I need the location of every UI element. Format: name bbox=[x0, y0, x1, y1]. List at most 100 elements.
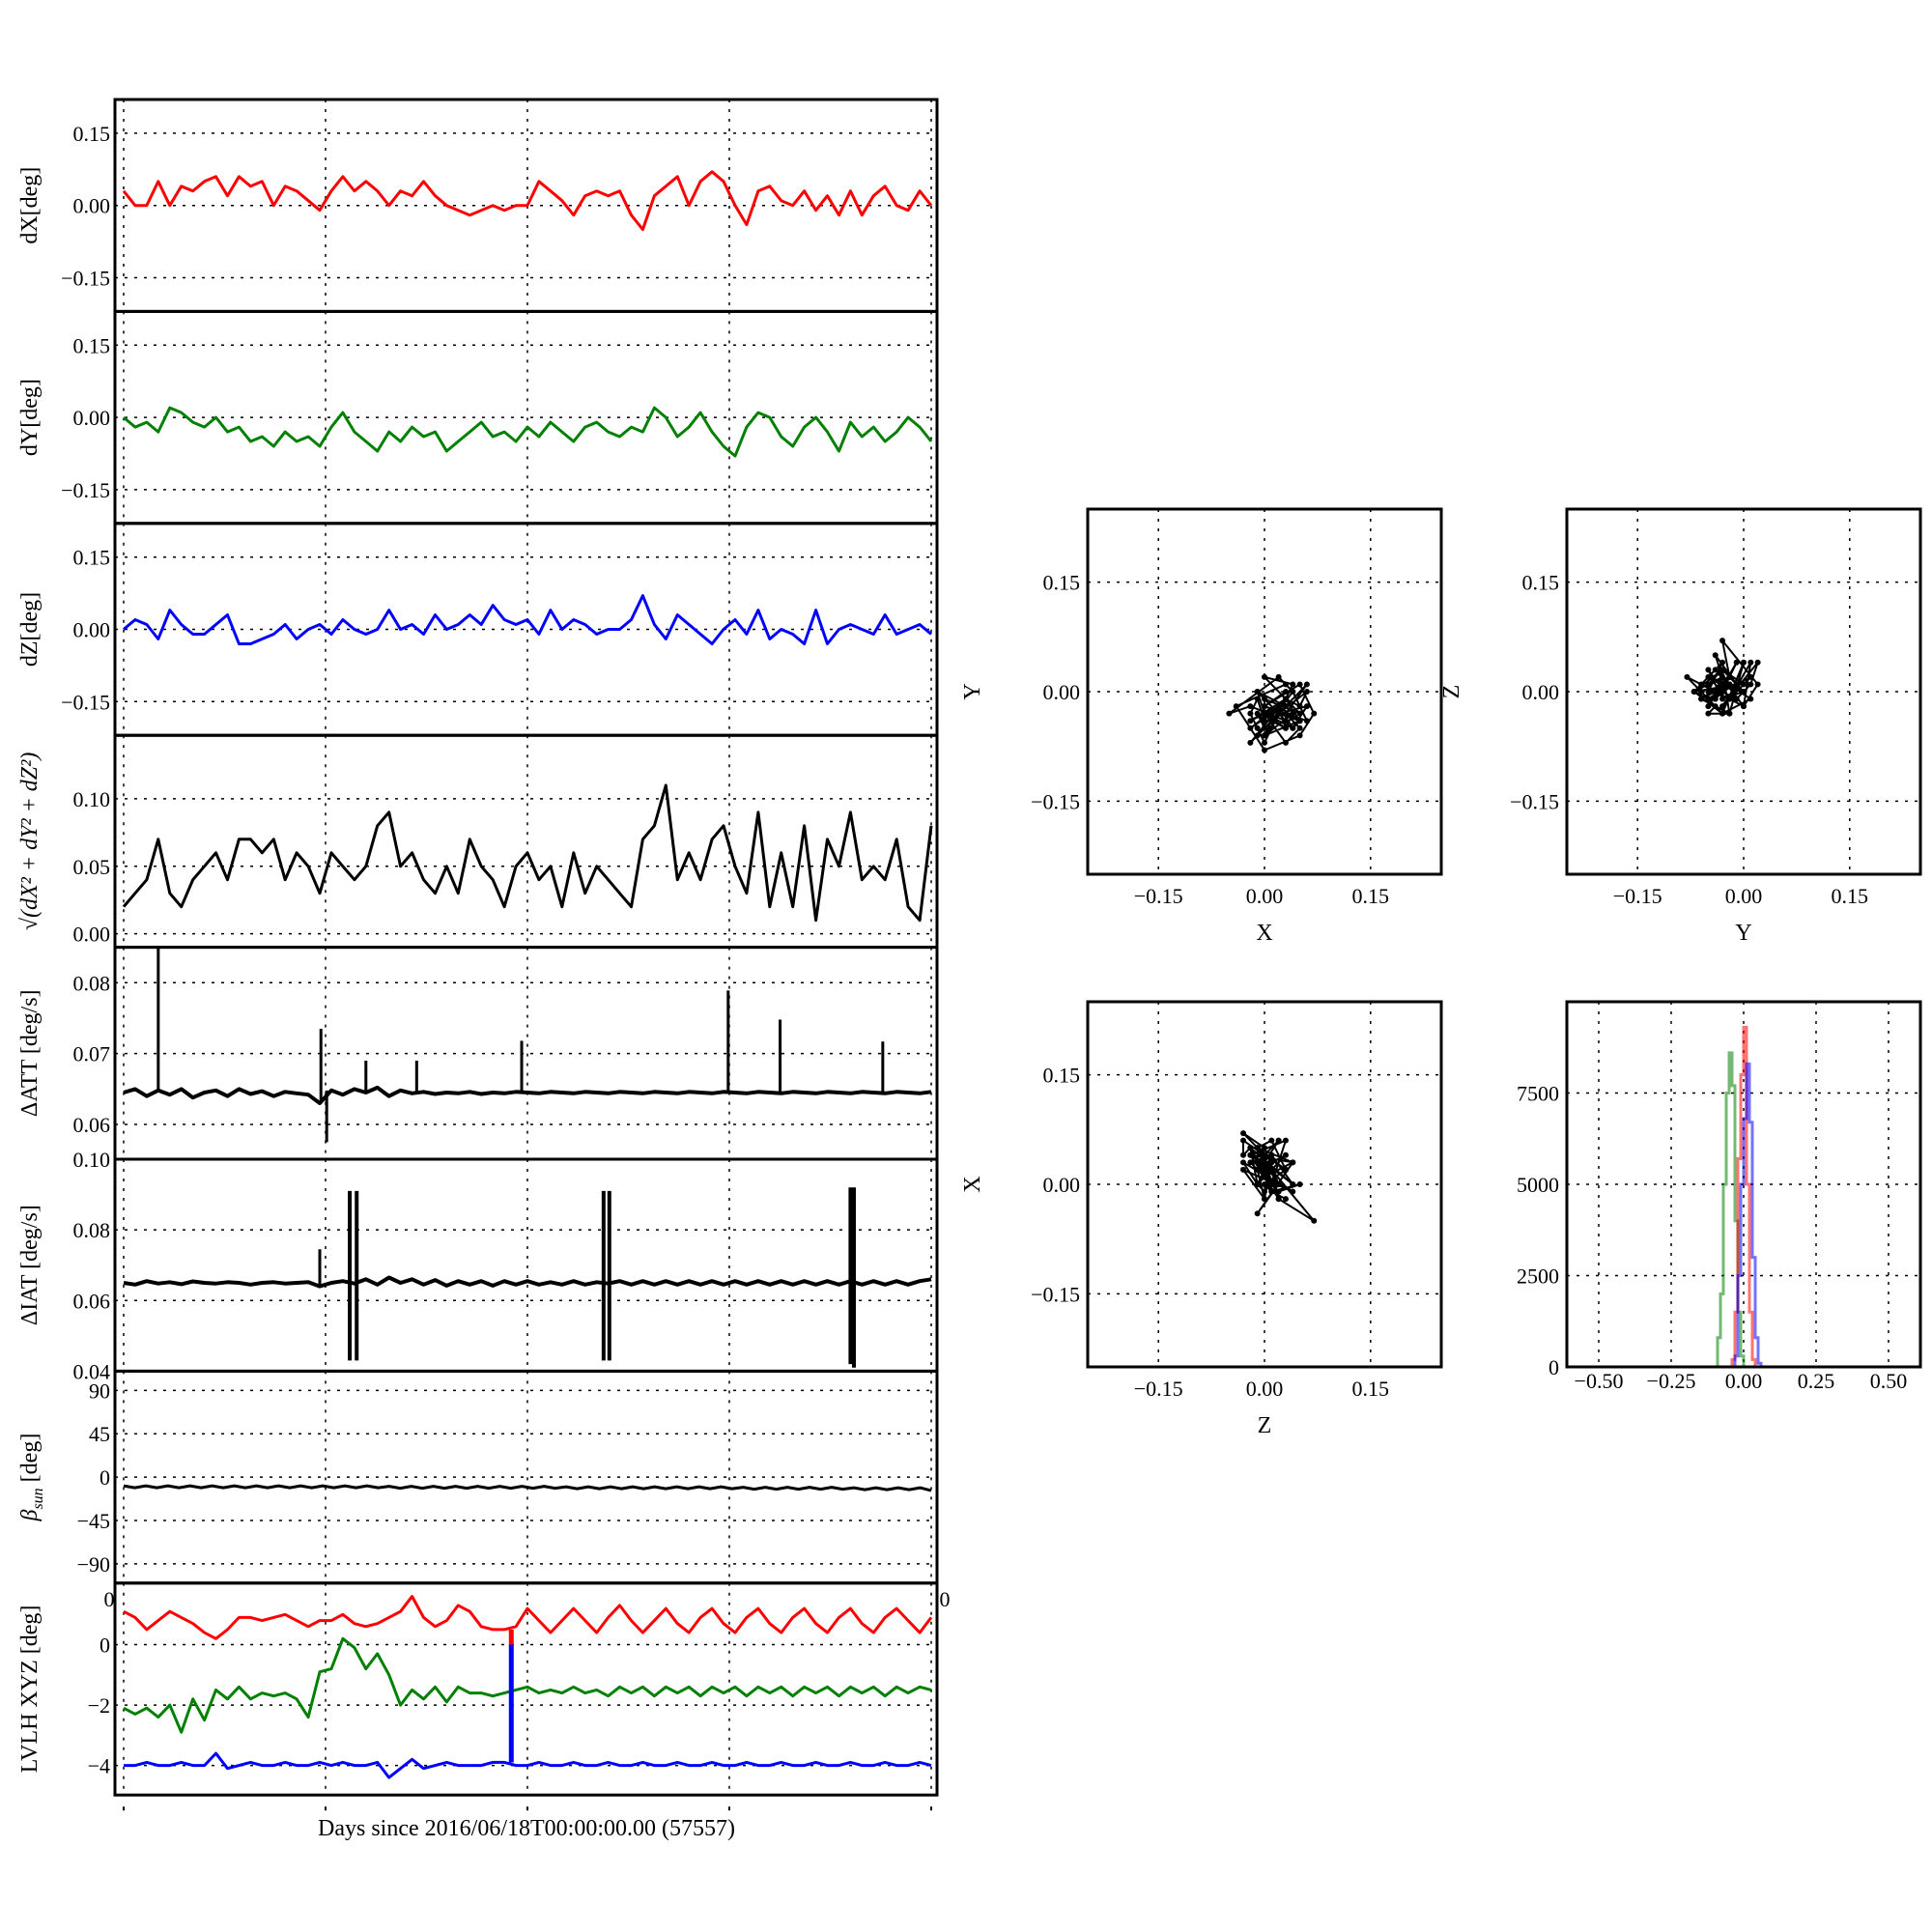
y-tick-label: −0.15 bbox=[61, 478, 110, 502]
panel-frame bbox=[113, 946, 939, 1161]
scatter-point bbox=[1247, 1151, 1254, 1158]
y-tick-label: 0.10 bbox=[73, 1148, 111, 1172]
y-tick-label: −0.15 bbox=[1031, 1282, 1080, 1306]
y-axis-label-text: √(dX² + dY² + dZ²) bbox=[17, 753, 43, 931]
scatter-point bbox=[1262, 1188, 1267, 1195]
scatter-point bbox=[1247, 739, 1254, 746]
y-axis-label: X bbox=[960, 1176, 985, 1192]
panel-frame bbox=[113, 522, 939, 737]
scatter-point bbox=[1282, 1196, 1289, 1203]
x-tick-label: −0.15 bbox=[1134, 884, 1183, 908]
scatter-point bbox=[1741, 659, 1747, 666]
y-axis-label-text: dX[deg] bbox=[17, 167, 43, 244]
scatter-point bbox=[1754, 681, 1761, 688]
scatter-point bbox=[1268, 1188, 1275, 1195]
scatter-point bbox=[1296, 724, 1303, 731]
y-axis-label: ΔATT [deg/s] bbox=[17, 989, 43, 1117]
scatter-point bbox=[1275, 1196, 1282, 1203]
scatter-point bbox=[1262, 718, 1267, 724]
x-tick-label: 0 bbox=[104, 1587, 115, 1611]
scatter-point bbox=[1290, 1188, 1296, 1195]
scatter-point bbox=[1705, 689, 1712, 695]
panel-scatter-xy: −0.15 −0.15 0.00 0.00 0.15 0.15 X Y bbox=[960, 507, 1443, 946]
series-line-0 bbox=[122, 783, 933, 923]
y-tick-label: 7500 bbox=[1517, 1082, 1559, 1106]
x-axis-label: Days since 2016/06/18T00:00:00.00 (57557… bbox=[318, 1816, 735, 1841]
scatter-point bbox=[1690, 689, 1697, 695]
scatter-point bbox=[1741, 681, 1747, 688]
y-tick-label: −0.15 bbox=[1510, 789, 1559, 813]
scatter-point bbox=[1712, 689, 1719, 695]
series-line-0 bbox=[123, 406, 933, 458]
y-tick-label: 45 bbox=[89, 1422, 110, 1446]
scatter-point bbox=[1705, 710, 1712, 717]
series-line-0 bbox=[122, 170, 933, 232]
y-tick-label: 0.15 bbox=[73, 333, 111, 357]
histogram-series-2 bbox=[1599, 1062, 1889, 1369]
scatter-point bbox=[1290, 1181, 1296, 1187]
panel-frame bbox=[1086, 1000, 1443, 1369]
scatter-point bbox=[1719, 696, 1726, 702]
y-tick-label: 0.00 bbox=[1522, 680, 1560, 704]
y-axis-label: Y bbox=[960, 683, 985, 699]
y-tick-label: 5000 bbox=[1517, 1173, 1559, 1197]
x-tick-label: −0.50 bbox=[1575, 1369, 1624, 1393]
scatter-trace bbox=[1239, 1132, 1315, 1222]
panel-dz: 0.15 0.00 −0.15 dZ[deg] bbox=[17, 522, 939, 737]
plot-area bbox=[123, 1187, 932, 1368]
scatter-point bbox=[1733, 681, 1740, 688]
panel-frame bbox=[1565, 1000, 1922, 1369]
scatter-point bbox=[1726, 696, 1733, 702]
panel-frame bbox=[113, 1157, 939, 1373]
scatter-point bbox=[1262, 739, 1267, 746]
scatter-point bbox=[1254, 1159, 1261, 1166]
x-tick-label: 0.50 bbox=[1870, 1369, 1908, 1393]
y-tick-label: −4 bbox=[88, 1754, 110, 1778]
scatter-point bbox=[1262, 724, 1267, 731]
scatter-point bbox=[1282, 1137, 1289, 1144]
scatter-point bbox=[1233, 703, 1239, 710]
x-axis-label: Z bbox=[1258, 1413, 1272, 1438]
scatter-point bbox=[1741, 689, 1747, 695]
scatter-point bbox=[1240, 1159, 1247, 1166]
y-axis-label-text: dZ[deg] bbox=[17, 592, 43, 667]
scatter-point bbox=[1247, 724, 1254, 731]
scatter-point bbox=[1719, 703, 1726, 710]
scatter-point bbox=[1262, 1196, 1267, 1203]
scatter-point bbox=[1282, 696, 1289, 702]
scatter-point bbox=[1262, 710, 1267, 717]
y-axis-label-text: LVLH XYZ [deg] bbox=[17, 1605, 43, 1774]
scatter-point bbox=[1290, 724, 1296, 731]
scatter-point bbox=[1268, 1151, 1275, 1158]
scatter-point bbox=[1275, 673, 1282, 680]
scatter-point bbox=[1719, 689, 1726, 695]
scatter-point bbox=[1303, 681, 1310, 688]
scatter-point bbox=[1303, 703, 1310, 710]
y-tick-label: 0.10 bbox=[73, 787, 111, 811]
scatter-point bbox=[1247, 718, 1254, 724]
scatter-point bbox=[1712, 703, 1719, 710]
y-tick-label: 0.00 bbox=[1043, 1173, 1081, 1197]
y-tick-label: −90 bbox=[77, 1552, 110, 1577]
y-axis-label: dZ[deg] bbox=[17, 592, 43, 667]
scatter-point bbox=[1698, 689, 1705, 695]
scatter-point bbox=[1275, 1188, 1282, 1195]
scatter-point bbox=[1733, 696, 1740, 702]
scatter-point bbox=[1254, 1166, 1261, 1173]
y-axis-label: ΔIAT [deg/s] bbox=[17, 1205, 43, 1325]
x-tick-label: 0.15 bbox=[1832, 884, 1869, 908]
scatter-point bbox=[1268, 718, 1275, 724]
scatter-point bbox=[1275, 710, 1282, 717]
panel-dx: 0.15 0.00 −0.15 dX[deg] bbox=[17, 98, 939, 313]
scatter-point bbox=[1719, 638, 1726, 644]
series-line-2 bbox=[124, 1751, 932, 1779]
y-tick-label: 90 bbox=[89, 1378, 110, 1403]
panel-frame bbox=[1086, 507, 1443, 876]
scatter-point bbox=[1262, 1145, 1267, 1151]
series-line-0 bbox=[123, 1595, 933, 1640]
scatter-point bbox=[1747, 673, 1754, 680]
scatter-point bbox=[1226, 710, 1233, 717]
scatter-point bbox=[1268, 1137, 1275, 1144]
